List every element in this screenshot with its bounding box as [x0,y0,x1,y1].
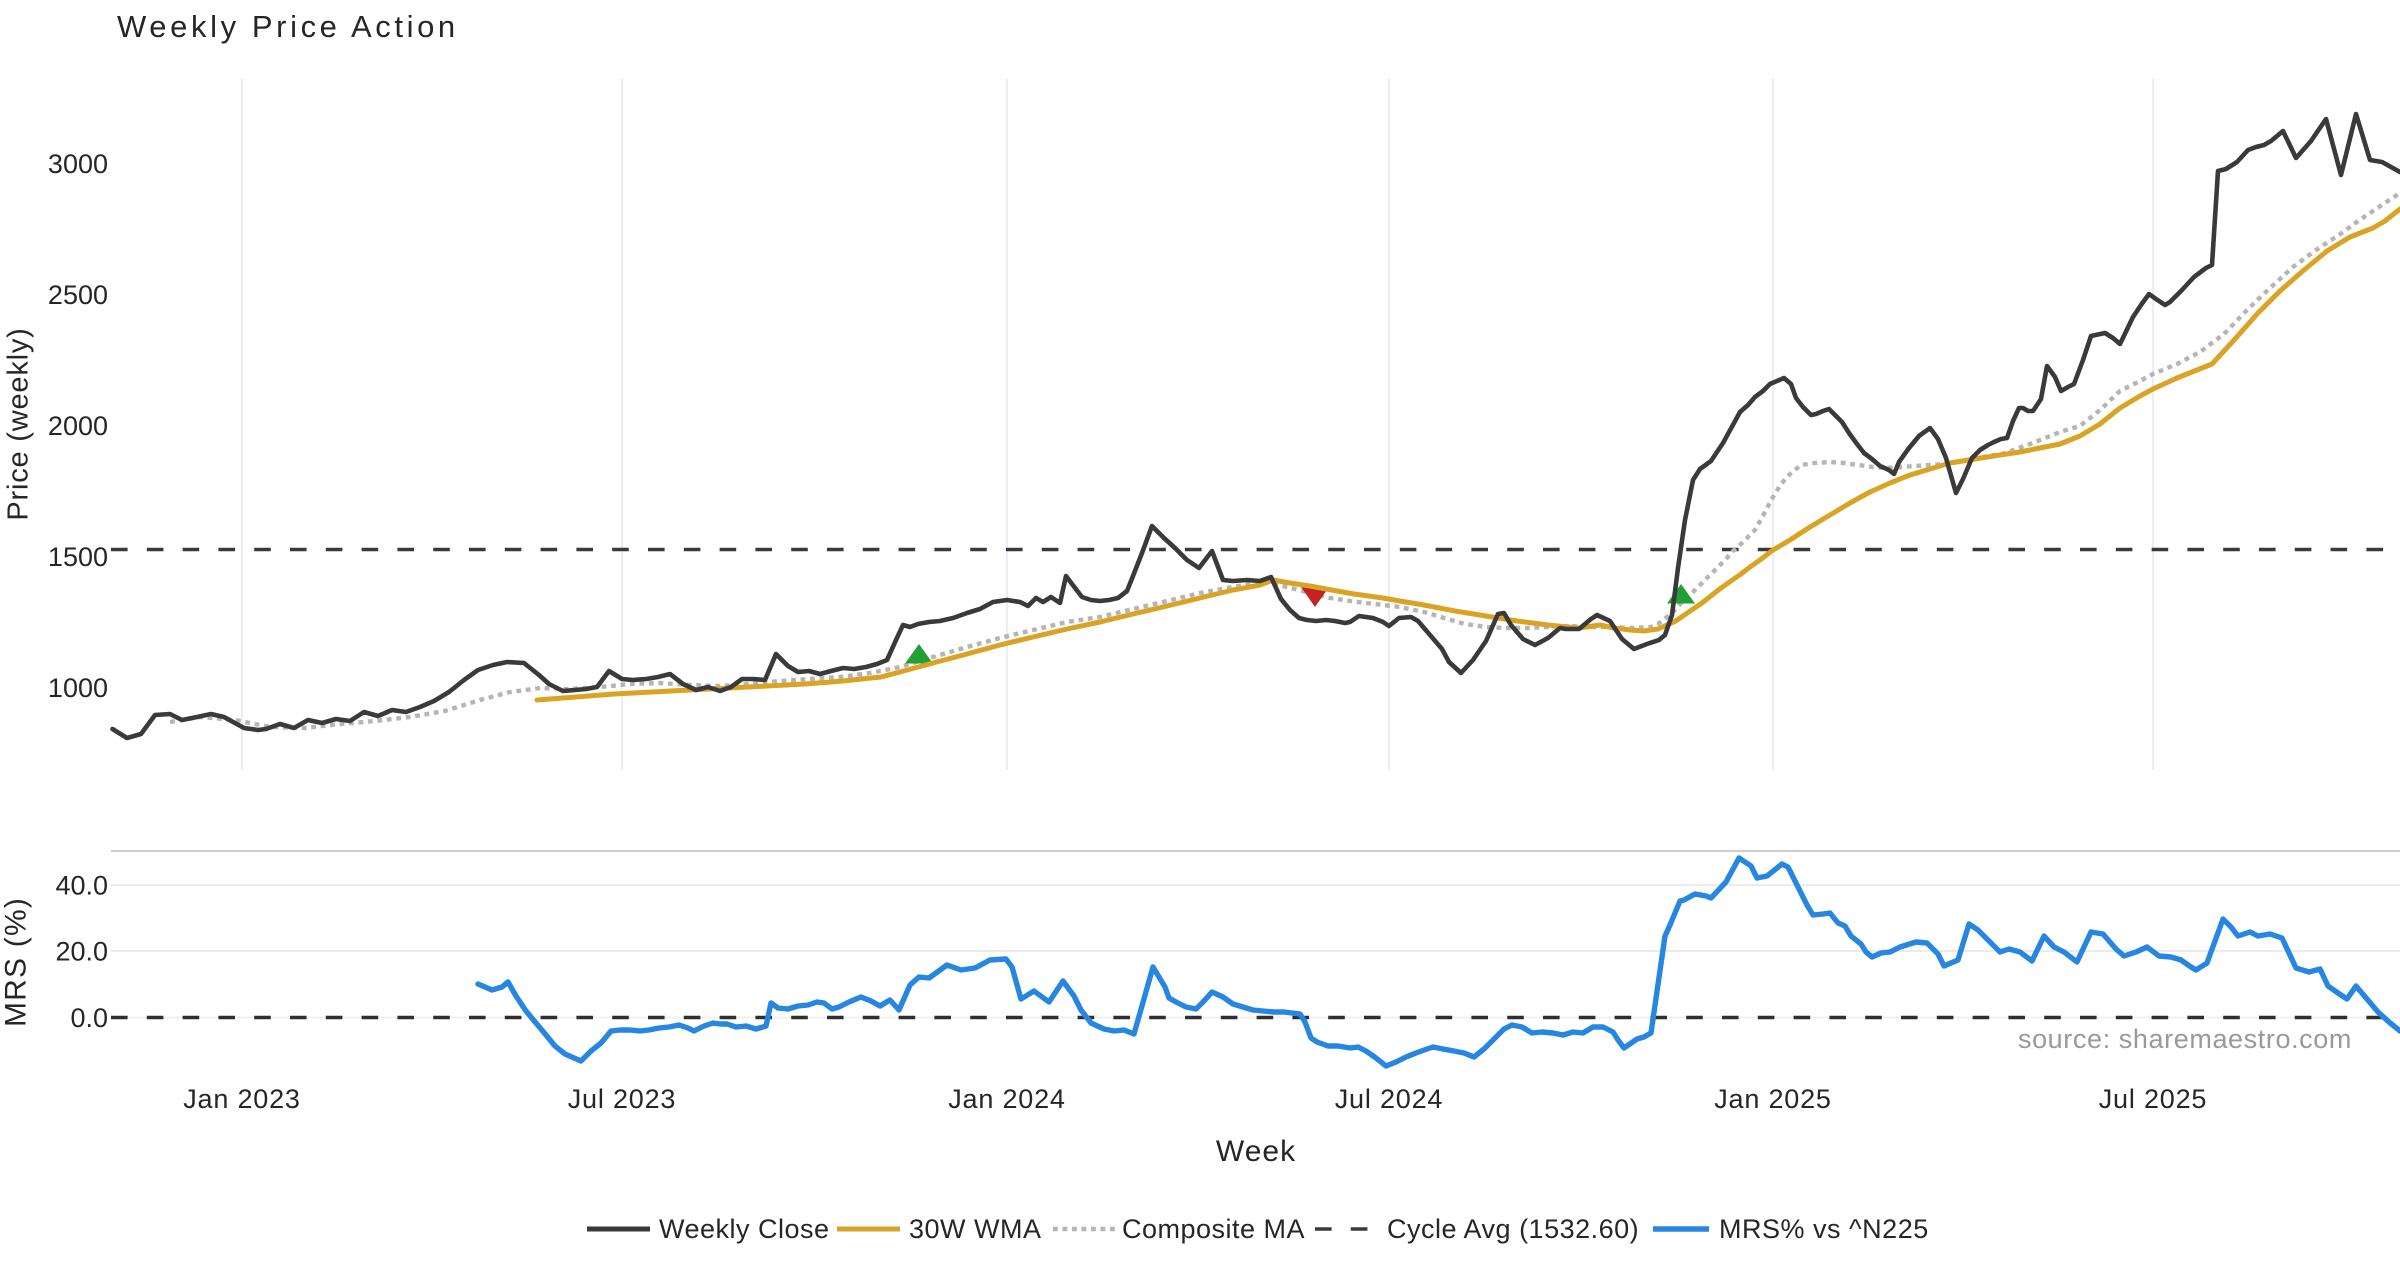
svg-text:Weekly Close: Weekly Close [659,1214,830,1244]
svg-text:Jan 2024: Jan 2024 [948,1084,1066,1114]
svg-text:1000: 1000 [48,673,108,703]
svg-text:Week: Week [1216,1135,1296,1168]
svg-text:source: sharemaestro.com: source: sharemaestro.com [2018,1024,2352,1054]
svg-text:1500: 1500 [48,542,108,572]
svg-text:MRS% vs ^N225: MRS% vs ^N225 [1719,1214,1929,1244]
svg-text:40.0: 40.0 [55,871,108,901]
svg-text:Cycle Avg (1532.60): Cycle Avg (1532.60) [1387,1214,1639,1244]
svg-text:Jul 2025: Jul 2025 [2099,1084,2207,1114]
svg-text:3000: 3000 [48,149,108,179]
svg-text:30W WMA: 30W WMA [909,1214,1042,1244]
svg-text:Composite MA: Composite MA [1122,1214,1305,1244]
svg-text:20.0: 20.0 [55,937,108,967]
svg-text:MRS (%): MRS (%) [0,897,33,1027]
svg-text:Jul 2023: Jul 2023 [568,1084,676,1114]
svg-text:Price (weekly): Price (weekly) [3,327,35,520]
svg-text:0.0: 0.0 [70,1003,108,1033]
svg-text:Jan 2023: Jan 2023 [183,1084,301,1114]
svg-text:2000: 2000 [48,411,108,441]
svg-text:2500: 2500 [48,280,108,310]
svg-text:Jul 2024: Jul 2024 [1335,1084,1443,1114]
svg-text:Weekly Price Action: Weekly Price Action [117,9,459,44]
svg-text:Jan 2025: Jan 2025 [1714,1084,1832,1114]
